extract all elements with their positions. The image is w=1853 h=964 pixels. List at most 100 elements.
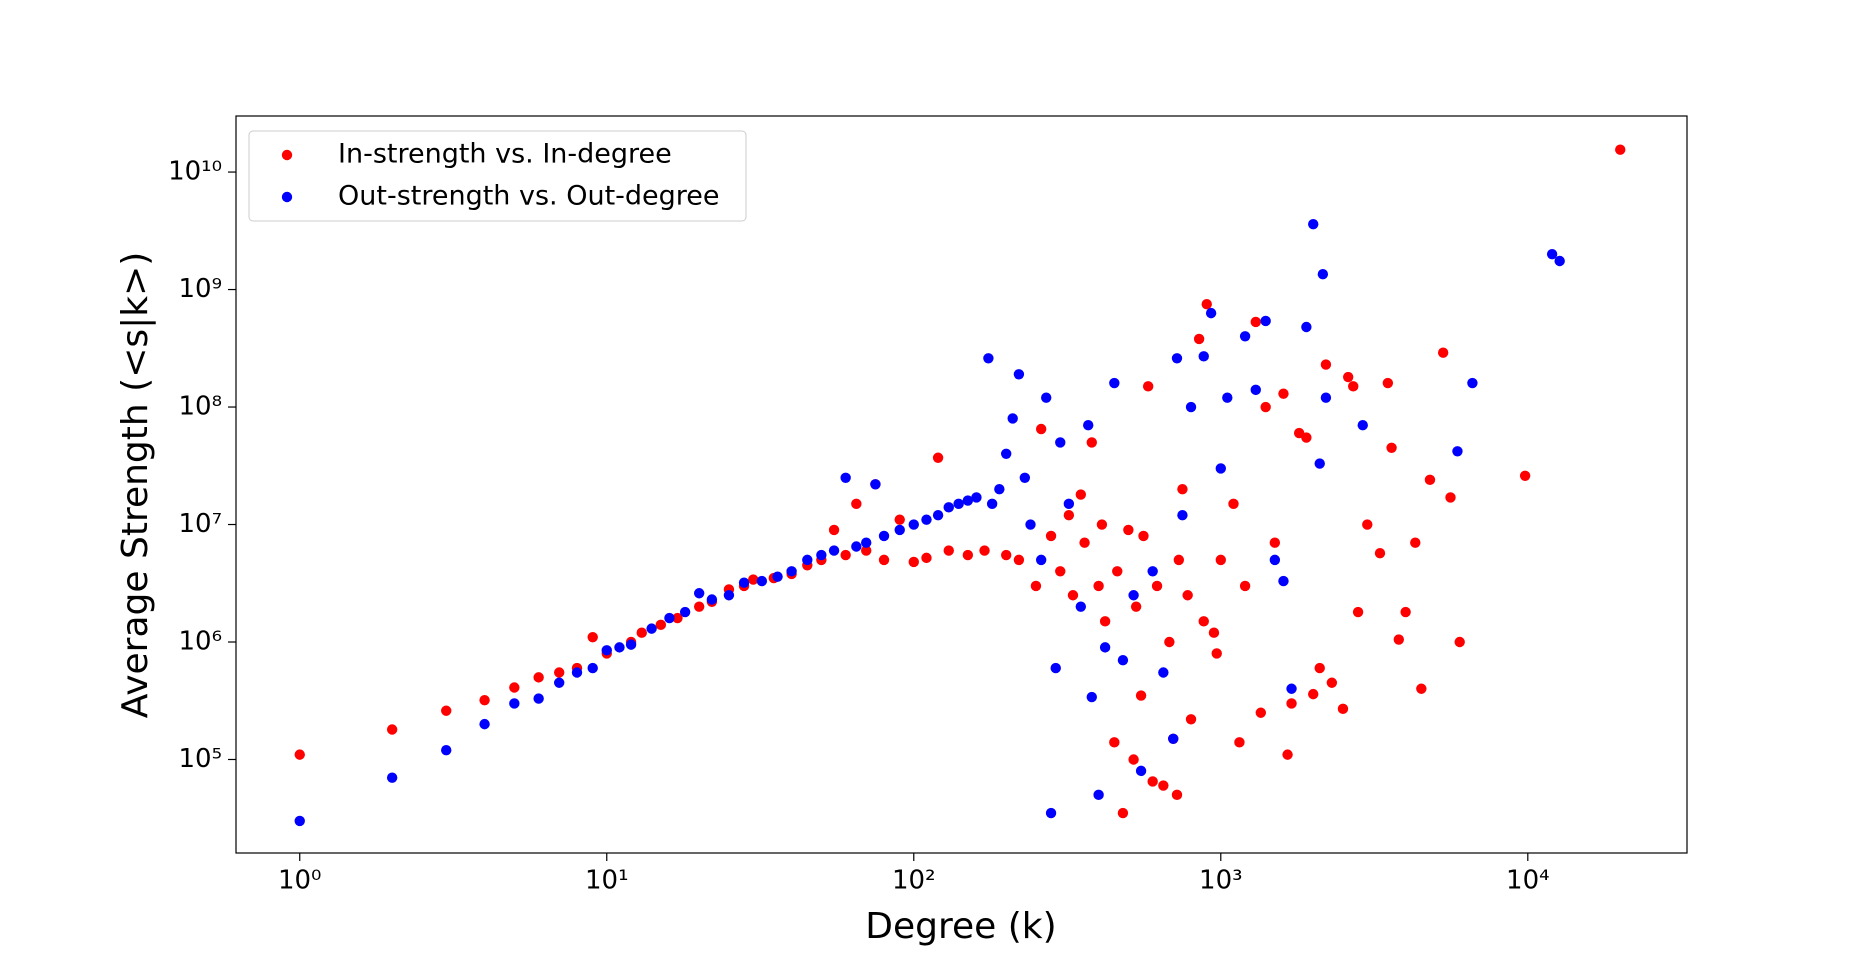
point [1278, 388, 1289, 399]
point [1041, 392, 1052, 403]
point [294, 815, 305, 827]
point [655, 619, 667, 631]
point [851, 541, 862, 552]
point [1123, 524, 1134, 536]
point [1317, 269, 1329, 280]
y-tick-label: 10⁶ [178, 627, 222, 657]
point [553, 667, 565, 678]
point [1201, 299, 1212, 310]
legend-label: In-strength vs. In-degree [338, 139, 672, 170]
point [1158, 667, 1169, 678]
point [625, 639, 637, 650]
point [1357, 420, 1368, 431]
point [1171, 353, 1183, 364]
point [693, 588, 705, 599]
point [1158, 780, 1169, 791]
x-tick-label: 10⁰ [278, 866, 322, 896]
point [1164, 636, 1175, 648]
point [1086, 691, 1097, 703]
x-tick-label: 10² [892, 866, 936, 896]
point [1326, 677, 1338, 688]
y-tick-label: 10¹⁰ [168, 157, 222, 187]
point [1063, 498, 1075, 510]
point [1128, 590, 1139, 601]
point [1185, 714, 1197, 725]
point [851, 498, 862, 510]
point [553, 677, 565, 688]
point [1208, 627, 1220, 638]
point [943, 502, 954, 513]
point [1177, 483, 1188, 495]
point [693, 601, 705, 612]
point [1215, 554, 1226, 566]
legend-marker [281, 149, 293, 161]
point [571, 667, 583, 678]
point [533, 693, 544, 704]
point [1382, 377, 1394, 389]
point [1030, 580, 1042, 592]
point [1234, 737, 1245, 748]
point [1067, 590, 1079, 601]
point [1615, 144, 1626, 155]
point [1301, 321, 1312, 333]
point [840, 549, 851, 561]
point [828, 545, 840, 556]
point [1314, 458, 1325, 469]
point [772, 571, 783, 582]
point [479, 694, 490, 706]
point [1117, 807, 1129, 819]
point [1055, 566, 1066, 577]
point [646, 623, 657, 634]
y-axis-label: Average Strength (<s|k>) [115, 252, 156, 719]
point [1215, 463, 1226, 474]
point [1096, 519, 1108, 530]
point [1128, 754, 1139, 765]
point [1239, 580, 1251, 592]
point [908, 519, 919, 530]
point [1151, 580, 1163, 592]
point [1286, 698, 1297, 709]
point [1007, 413, 1018, 424]
legend-box [248, 130, 747, 222]
point [1171, 789, 1183, 801]
point [1452, 446, 1463, 457]
point [1193, 333, 1205, 345]
point [1185, 401, 1197, 413]
point [1083, 420, 1094, 431]
point [664, 612, 675, 624]
point [1337, 703, 1349, 715]
point [1019, 472, 1031, 483]
point [870, 479, 881, 490]
point [1055, 437, 1066, 448]
x-tick-label: 10³ [1199, 866, 1243, 896]
point [828, 524, 840, 536]
point [587, 631, 598, 643]
point [1211, 648, 1222, 659]
point [1025, 519, 1036, 530]
point [1255, 707, 1267, 718]
point [1352, 606, 1364, 618]
point [738, 577, 750, 588]
point [756, 575, 768, 587]
point [1135, 690, 1147, 701]
point [1182, 590, 1193, 601]
point [994, 483, 1005, 495]
legend-label: Out-strength vs. Out-degree [338, 181, 720, 212]
y-tick-label: 10⁸ [178, 392, 222, 422]
point [983, 353, 994, 364]
point [1045, 807, 1057, 819]
point [441, 744, 452, 756]
point [1138, 530, 1149, 542]
point [1147, 566, 1158, 577]
point [1445, 492, 1456, 503]
point [1222, 392, 1233, 403]
point [706, 594, 718, 605]
point [1205, 307, 1217, 319]
point [1147, 776, 1158, 787]
point [1554, 255, 1565, 267]
point [1424, 474, 1436, 486]
point [1250, 384, 1261, 396]
point [840, 472, 851, 483]
point [1013, 554, 1025, 566]
legend-marker [281, 191, 293, 203]
